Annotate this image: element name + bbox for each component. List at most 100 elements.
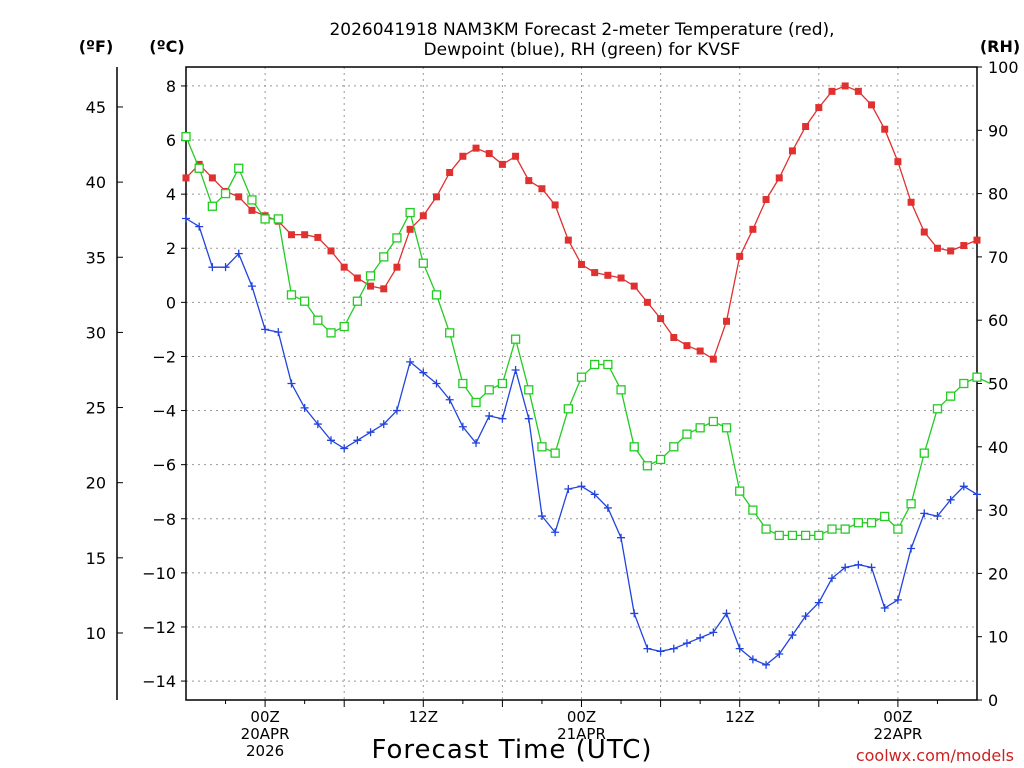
time-tick-label: 12Z <box>409 708 438 726</box>
data-point <box>432 379 441 388</box>
data-point <box>920 509 929 518</box>
x-axis-label: Forecast Time (UTC) <box>371 735 652 765</box>
data-point <box>366 428 375 437</box>
data-point <box>827 574 836 583</box>
data-point <box>696 633 705 642</box>
data-point <box>406 225 414 233</box>
data-point <box>339 321 349 332</box>
data-point <box>682 639 691 648</box>
rh-unit-label: (RH) <box>980 37 1020 56</box>
data-point <box>497 378 508 389</box>
celsius-tick-label: 4 <box>166 185 176 204</box>
data-point <box>511 365 520 374</box>
data-point <box>260 214 270 224</box>
data-point <box>709 628 718 637</box>
data-point <box>248 206 256 214</box>
fahrenheit-unit-label: (ºF) <box>79 37 114 56</box>
data-point <box>498 160 506 168</box>
fahrenheit-axis: 45 40 35 30 25 20 15 10 <box>86 98 123 643</box>
data-point <box>458 422 467 431</box>
rh-tick-label: 60 <box>988 311 1008 330</box>
data-point <box>774 530 784 541</box>
time-tick-label: 00Z <box>567 708 596 726</box>
data-point <box>576 372 587 382</box>
data-point <box>510 334 521 344</box>
data-point <box>537 442 547 452</box>
data-point <box>446 169 454 176</box>
data-point <box>287 231 295 239</box>
data-point <box>603 359 613 370</box>
celsius-tick-label: −14 <box>142 672 176 691</box>
celsius-tick-label: 6 <box>166 131 176 150</box>
data-point <box>617 533 626 542</box>
celsius-tick-label: 8 <box>166 77 176 96</box>
data-point <box>208 174 216 182</box>
data-point <box>973 236 981 244</box>
data-point <box>537 512 546 521</box>
rh-tick-label: 100 <box>988 58 1019 77</box>
data-point <box>247 282 256 291</box>
data-point <box>247 195 257 205</box>
data-point <box>432 193 440 201</box>
data-point <box>577 482 586 491</box>
celsius-tick-label: 2 <box>166 239 176 258</box>
data-point <box>881 125 889 133</box>
celsius-unit-label: (ºC) <box>149 37 184 56</box>
series-line <box>185 136 991 537</box>
data-point <box>352 296 363 306</box>
data-point <box>655 454 666 465</box>
data-point <box>512 152 520 160</box>
fahrenheit-tick-label: 20 <box>86 474 106 493</box>
data-point <box>748 505 758 515</box>
data-point <box>682 429 692 439</box>
data-point <box>445 395 454 404</box>
data-point <box>340 263 348 271</box>
data-point <box>538 185 546 193</box>
data-point <box>643 298 651 306</box>
data-point <box>235 193 243 201</box>
data-point <box>735 486 745 496</box>
time-tick-label: 2026 <box>246 742 284 760</box>
series-dewpoint <box>182 214 981 669</box>
data-point <box>458 378 468 389</box>
data-point <box>524 385 534 395</box>
time-tick-label: 22APR <box>873 725 922 743</box>
data-point <box>800 530 811 541</box>
data-point <box>708 416 718 427</box>
data-point <box>550 448 560 458</box>
data-point <box>353 436 362 445</box>
data-point <box>880 511 890 522</box>
rh-tick-label: 0 <box>988 691 998 710</box>
data-point <box>919 448 929 458</box>
data-point <box>630 282 638 290</box>
data-point <box>313 315 323 325</box>
data-point <box>643 644 652 653</box>
data-point <box>933 512 942 521</box>
data-point <box>960 242 968 250</box>
data-point <box>670 334 678 342</box>
data-point <box>578 260 585 268</box>
data-point <box>604 271 612 279</box>
data-point <box>525 177 533 185</box>
series-line <box>185 85 978 361</box>
rh-tick-label: 90 <box>988 121 1008 140</box>
data-point <box>484 385 494 395</box>
rh-tick-label: 40 <box>988 438 1008 457</box>
data-point <box>327 247 335 255</box>
data-point <box>301 231 309 239</box>
data-point <box>367 282 375 290</box>
time-tick-label: 12Z <box>725 708 754 726</box>
data-point <box>379 420 388 429</box>
data-point <box>920 228 928 236</box>
data-point <box>273 214 283 224</box>
data-point <box>234 163 244 173</box>
data-point <box>299 296 310 306</box>
data-point <box>617 274 625 282</box>
rh-tick-label: 70 <box>988 248 1008 267</box>
data-point <box>945 391 956 401</box>
fahrenheit-tick-label: 40 <box>86 173 106 192</box>
data-point <box>814 530 824 541</box>
data-point <box>840 524 850 534</box>
celsius-tick-label: −12 <box>142 618 176 637</box>
